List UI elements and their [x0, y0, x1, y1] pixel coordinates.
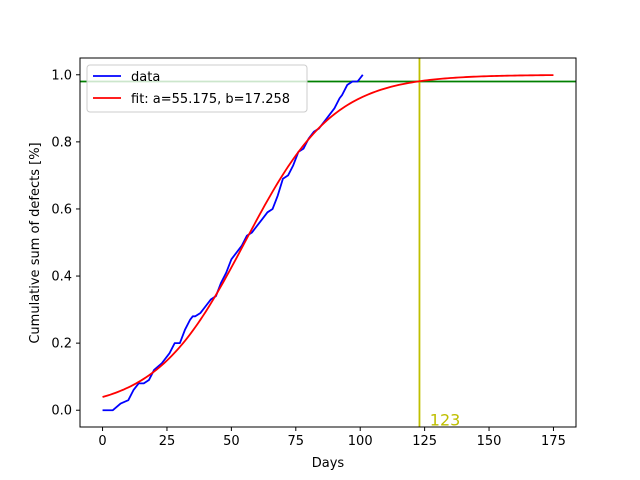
- legend: data fit: a=55.175, b=17.258: [86, 64, 308, 113]
- vertical-line-annotation: 123: [430, 411, 461, 430]
- y-tick-label: 0.6: [51, 202, 72, 217]
- y-tick-label: 0.4: [51, 270, 72, 285]
- x-tick-label: 75: [288, 434, 305, 449]
- x-tick-label: 50: [223, 434, 240, 449]
- y-tick-label: 0.2: [51, 337, 72, 352]
- y-tick-label: 0.8: [51, 135, 72, 150]
- y-axis-label: Cumulative sum of defects [%]: [28, 142, 43, 343]
- x-tick-label: 25: [159, 434, 176, 449]
- annotations: 123: [430, 411, 461, 430]
- legend-label-data: data: [131, 70, 160, 85]
- x-axis-label: Days: [312, 456, 345, 471]
- x-tick-label: 175: [541, 434, 566, 449]
- x-tick-label: 0: [98, 434, 106, 449]
- axes-frame: [79, 57, 577, 428]
- x-tick-label: 150: [477, 434, 502, 449]
- legend-box: [86, 64, 308, 113]
- legend-label-fit: fit: a=55.175, b=17.258: [131, 92, 290, 107]
- series-line-data: [102, 74, 364, 412]
- y-tick-label: 1.0: [51, 68, 72, 83]
- x-tick-label: 125: [412, 434, 437, 449]
- x-tick-label: 100: [348, 434, 373, 449]
- series-line-fit: [102, 74, 554, 398]
- axes: 0 25 50 75 100 125 150 175 0.0 0.2 0.4 0.6 0.8 1.0: [51, 57, 577, 449]
- y-tick-label: 0.0: [51, 404, 72, 419]
